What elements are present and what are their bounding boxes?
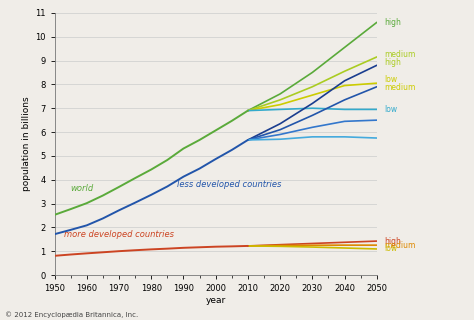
Text: low: low: [384, 244, 397, 253]
Text: more developed countries: more developed countries: [64, 230, 174, 239]
Text: low: low: [384, 105, 397, 114]
Text: © 2012 Encyclopædia Britannica, Inc.: © 2012 Encyclopædia Britannica, Inc.: [5, 312, 138, 318]
Text: low: low: [384, 75, 397, 84]
Text: high: high: [384, 18, 401, 27]
Text: high: high: [384, 58, 401, 68]
X-axis label: year: year: [206, 296, 226, 305]
Text: medium: medium: [384, 241, 415, 250]
Text: high: high: [384, 236, 401, 245]
Text: world: world: [71, 183, 94, 193]
Text: medium: medium: [384, 50, 415, 59]
Text: less developed countries: less developed countries: [177, 180, 282, 189]
Y-axis label: population in billions: population in billions: [22, 97, 31, 191]
Text: medium: medium: [384, 84, 415, 92]
